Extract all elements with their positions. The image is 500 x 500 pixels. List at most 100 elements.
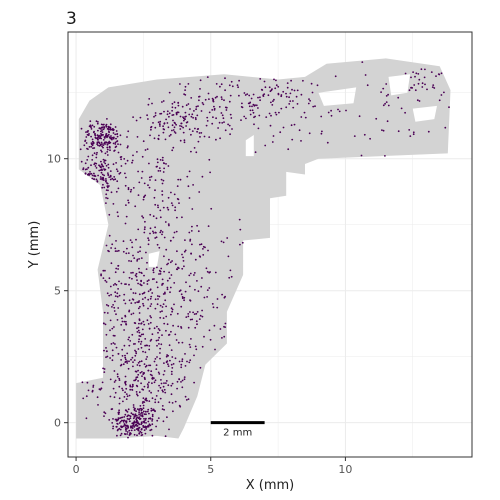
- data-point: [417, 73, 420, 75]
- data-point: [257, 107, 259, 109]
- data-point: [103, 169, 106, 171]
- data-point: [117, 215, 119, 218]
- data-point: [103, 371, 106, 373]
- data-point: [130, 188, 133, 191]
- data-point: [214, 271, 217, 274]
- data-point: [277, 92, 280, 95]
- data-point: [172, 324, 175, 327]
- data-point: [118, 397, 121, 400]
- data-point: [128, 276, 131, 279]
- data-point: [193, 313, 196, 315]
- data-point: [144, 226, 146, 229]
- data-point: [178, 202, 180, 205]
- data-point: [150, 303, 153, 305]
- data-point: [156, 295, 159, 297]
- data-point: [115, 425, 118, 428]
- data-point: [139, 343, 142, 345]
- data-point: [124, 413, 127, 416]
- data-point: [88, 146, 91, 148]
- data-point: [144, 351, 147, 354]
- data-point: [385, 101, 388, 103]
- data-point: [123, 329, 125, 331]
- data-point: [177, 341, 180, 344]
- data-point: [254, 104, 256, 107]
- data-point: [173, 282, 176, 284]
- data-point: [228, 100, 231, 103]
- data-point: [268, 112, 271, 115]
- data-point: [206, 120, 209, 122]
- data-point: [126, 395, 129, 398]
- data-point: [170, 393, 173, 396]
- data-point: [106, 292, 109, 295]
- data-point: [138, 410, 141, 412]
- data-point: [101, 173, 104, 176]
- data-point: [424, 68, 426, 71]
- data-point: [135, 350, 137, 353]
- data-point: [112, 178, 115, 181]
- data-point: [129, 417, 132, 420]
- data-point: [201, 102, 204, 104]
- data-point: [133, 359, 136, 361]
- data-point: [118, 422, 121, 424]
- data-point: [170, 202, 173, 205]
- data-point: [134, 354, 137, 357]
- data-point: [124, 354, 126, 357]
- data-point: [178, 360, 181, 363]
- data-point: [92, 141, 95, 144]
- data-point: [184, 89, 187, 91]
- data-point: [138, 293, 141, 296]
- data-point: [159, 357, 161, 360]
- data-point: [150, 370, 153, 373]
- data-point: [137, 194, 140, 197]
- data-point: [123, 396, 126, 398]
- data-point: [127, 408, 130, 411]
- data-point: [125, 421, 128, 424]
- data-point: [119, 134, 122, 137]
- data-point: [179, 83, 181, 85]
- data-point: [254, 151, 257, 154]
- data-point: [186, 175, 189, 178]
- data-point: [249, 101, 252, 104]
- data-point: [113, 326, 115, 328]
- data-point: [175, 112, 178, 114]
- data-point: [192, 184, 195, 186]
- data-point: [131, 333, 134, 336]
- data-point: [106, 312, 109, 314]
- data-point: [159, 120, 162, 123]
- data-point: [201, 175, 204, 178]
- data-point: [100, 123, 103, 126]
- data-point: [140, 322, 143, 325]
- data-point: [156, 266, 158, 269]
- data-point: [171, 106, 174, 109]
- data-point: [118, 427, 121, 430]
- data-point: [166, 113, 169, 116]
- data-point: [105, 281, 108, 283]
- data-point: [397, 96, 400, 99]
- data-point: [112, 137, 115, 140]
- data-point: [179, 128, 182, 130]
- data-point: [148, 417, 150, 420]
- data-point: [181, 379, 184, 382]
- data-point: [156, 286, 159, 289]
- data-point: [97, 141, 100, 144]
- data-point: [125, 387, 128, 390]
- data-point: [111, 327, 114, 330]
- data-point: [114, 247, 117, 250]
- data-point: [146, 261, 148, 264]
- data-point: [143, 228, 146, 231]
- data-point: [132, 404, 135, 406]
- data-point: [154, 231, 157, 234]
- data-point: [154, 358, 157, 360]
- data-point: [114, 282, 116, 285]
- data-point: [118, 409, 120, 412]
- data-point: [120, 419, 123, 422]
- data-point: [189, 346, 192, 348]
- data-point: [148, 390, 151, 392]
- data-point: [163, 236, 166, 239]
- data-point: [157, 204, 159, 207]
- data-point: [288, 96, 290, 99]
- data-point: [147, 420, 150, 423]
- data-point: [117, 411, 120, 414]
- data-point: [123, 293, 126, 296]
- data-point: [105, 356, 107, 359]
